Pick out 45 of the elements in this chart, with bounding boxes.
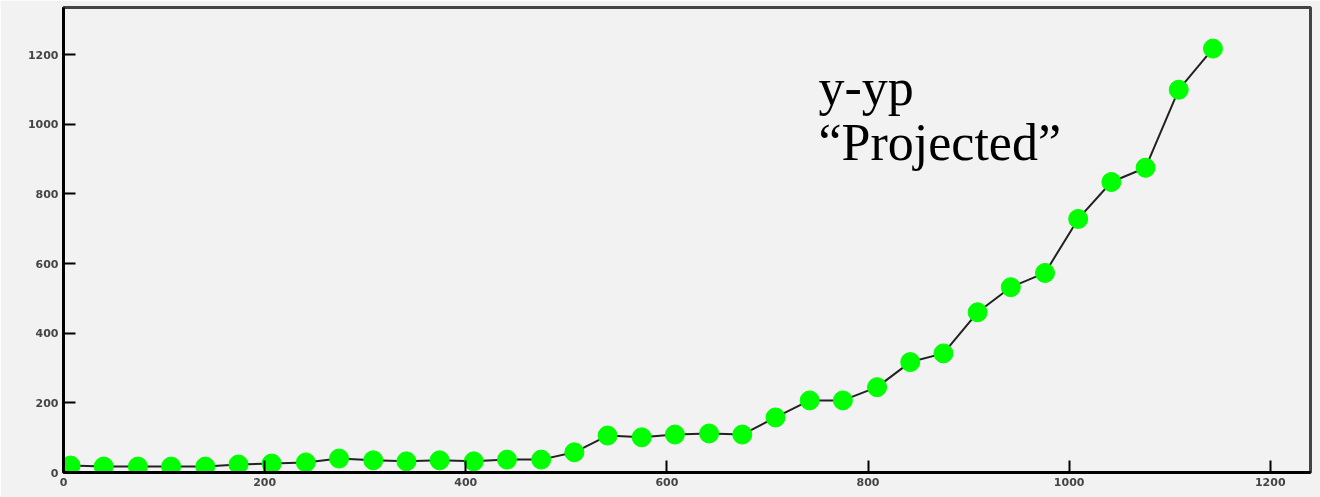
x-tick-label: 400 [454,475,478,489]
point [1068,208,1089,229]
point [228,454,249,473]
point [1202,38,1223,59]
point [900,352,921,373]
point [597,425,618,446]
y-tick-label: 400 [35,327,59,341]
point [1035,262,1056,283]
point [799,390,820,411]
point [396,451,417,472]
point [1000,277,1021,298]
point [832,390,853,411]
point [967,302,988,323]
x-tick-label: 800 [856,475,880,489]
point [363,450,384,471]
x-tick-label: 1200 [1254,475,1286,489]
point [732,424,753,445]
x-tick-label: 600 [655,475,679,489]
point [765,407,786,428]
x-tick-label: 200 [253,475,277,489]
point [429,450,450,471]
point [463,451,484,472]
y-tick-label: 800 [35,187,59,201]
point [1135,157,1156,178]
point [261,453,282,473]
point [631,427,652,448]
y-tick-label: 200 [35,396,59,410]
y-tick-label: 1200 [27,48,59,62]
point [1168,79,1189,100]
point [867,377,888,398]
point [1101,172,1122,192]
x-tick-label: 0 [59,475,68,489]
point [933,343,954,364]
point [329,448,350,469]
y-tick-label: 600 [35,257,59,271]
point [564,442,585,463]
point [496,449,517,470]
x-tick-label: 1000 [1053,475,1085,489]
point [531,449,552,470]
point [295,452,316,473]
annotation: y-yp [818,59,914,116]
y-tick-label: 0 [50,466,59,480]
y-tick-label: 1000 [27,118,59,132]
point [699,423,720,444]
point [664,424,685,445]
